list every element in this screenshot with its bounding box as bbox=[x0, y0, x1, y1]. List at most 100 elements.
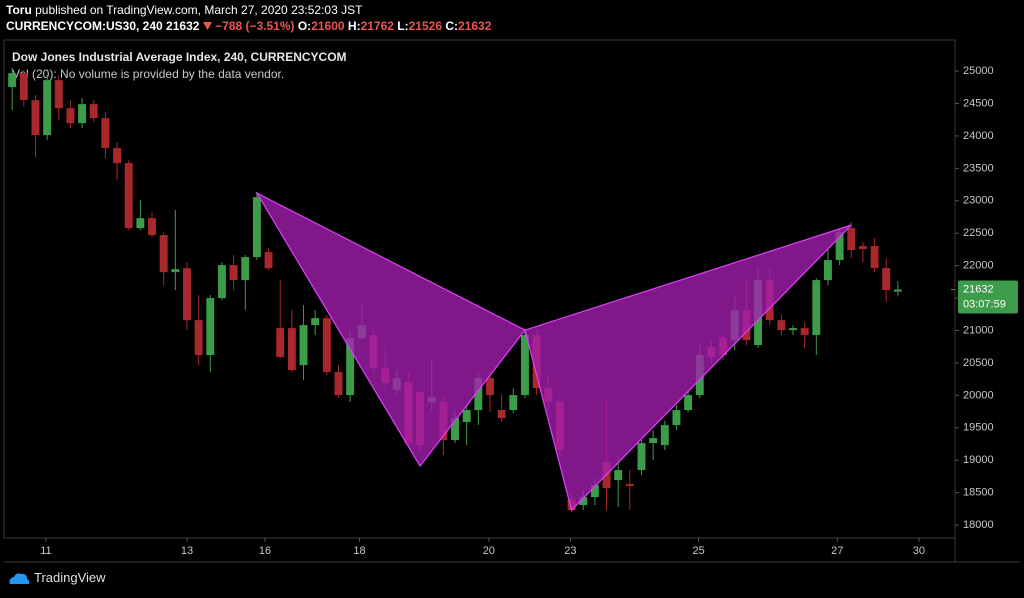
candle-body bbox=[287, 328, 296, 371]
close-label: C: bbox=[445, 19, 459, 33]
candle-body bbox=[159, 235, 168, 273]
published: published on TradingView.com, March 27, … bbox=[35, 3, 363, 17]
candle-body bbox=[520, 335, 529, 396]
bar-countdown: 03:07:59 bbox=[963, 298, 1006, 310]
x-tick-label: 18 bbox=[353, 545, 365, 557]
candle-body bbox=[19, 73, 28, 101]
y-tick-label: 19000 bbox=[963, 454, 994, 466]
high-label: H: bbox=[347, 19, 361, 33]
candle-body bbox=[590, 485, 599, 498]
candle-body bbox=[101, 118, 110, 149]
candle-body bbox=[509, 395, 518, 411]
y-tick-label: 19500 bbox=[963, 422, 994, 434]
candle-body bbox=[486, 378, 494, 396]
candle-body bbox=[812, 280, 821, 336]
harmonic-pattern bbox=[255, 191, 526, 468]
candle-body bbox=[43, 80, 52, 136]
candle-body bbox=[206, 298, 215, 356]
candle-body bbox=[148, 218, 156, 236]
candle-body bbox=[8, 73, 17, 88]
candle-body bbox=[847, 228, 856, 251]
symbol: CURRENCYCOM:US30, 240 bbox=[6, 19, 163, 33]
y-tick-label: 21000 bbox=[963, 324, 994, 336]
candle-body bbox=[660, 425, 669, 446]
header-line-1: Toru published on TradingView.com, March… bbox=[6, 2, 491, 18]
candle-body bbox=[194, 320, 203, 356]
candle-body bbox=[229, 265, 238, 281]
harmonic-pattern bbox=[524, 224, 852, 512]
candle-body bbox=[322, 318, 331, 373]
candle-body bbox=[241, 257, 250, 281]
candle-body bbox=[334, 372, 343, 396]
x-tick-label: 23 bbox=[564, 545, 576, 557]
y-tick-label: 22000 bbox=[963, 260, 994, 272]
candle-body bbox=[579, 497, 588, 506]
candle-body bbox=[625, 484, 634, 487]
candle-body bbox=[800, 328, 809, 336]
candle-body bbox=[124, 163, 133, 229]
close-value: 21632 bbox=[458, 19, 492, 33]
x-tick-label: 16 bbox=[259, 545, 271, 557]
candle-body bbox=[89, 104, 98, 119]
open-value: 21600 bbox=[311, 19, 345, 33]
candle-body bbox=[882, 268, 891, 291]
candle-body bbox=[858, 246, 867, 250]
candle-body bbox=[252, 197, 261, 258]
candle-body bbox=[264, 252, 273, 269]
last-price: 21632 bbox=[166, 19, 200, 33]
candle-body bbox=[217, 265, 226, 299]
candle-body bbox=[54, 80, 63, 109]
y-tick-label: 18000 bbox=[963, 519, 994, 531]
change: −788 (−3.51%) bbox=[215, 19, 295, 33]
candle-body bbox=[136, 218, 145, 229]
candle-body bbox=[299, 325, 308, 366]
chart-subtitle: Vol (20): No volume is provided by the d… bbox=[12, 67, 284, 81]
down-arrow bbox=[202, 22, 212, 30]
y-tick-label: 18500 bbox=[963, 487, 994, 499]
candle-body bbox=[789, 328, 797, 331]
low-label: L: bbox=[397, 19, 409, 33]
candle-body bbox=[637, 443, 646, 471]
x-tick-label: 20 bbox=[483, 545, 495, 557]
last-price-label: 21632 bbox=[963, 283, 994, 295]
header-line-2: CURRENCYCOM:US30, 240 21632 −788 (−3.51%… bbox=[6, 18, 491, 34]
candle-body bbox=[451, 418, 459, 441]
candle-body bbox=[835, 232, 844, 261]
y-tick-label: 22500 bbox=[963, 227, 994, 239]
y-tick-label: 20000 bbox=[963, 389, 994, 401]
candle-body bbox=[672, 410, 681, 426]
candle-body bbox=[614, 470, 623, 481]
candle-body bbox=[66, 108, 75, 124]
last-price-box bbox=[958, 280, 1018, 314]
candle-body bbox=[183, 268, 191, 321]
author: Toru bbox=[6, 3, 32, 17]
low-value: 21526 bbox=[408, 19, 442, 33]
candle-body bbox=[31, 100, 40, 136]
x-tick-label: 11 bbox=[40, 545, 51, 557]
candle-body bbox=[78, 104, 87, 124]
candle-body bbox=[171, 269, 180, 273]
x-tick-label: 13 bbox=[181, 545, 193, 557]
candle-body bbox=[893, 289, 902, 292]
x-tick-label: 30 bbox=[913, 545, 925, 557]
candle-body bbox=[462, 410, 471, 423]
footer: TradingView bbox=[8, 570, 106, 585]
candle-body bbox=[684, 395, 693, 411]
chart-title: Dow Jones Industrial Average Index, 240,… bbox=[12, 50, 347, 64]
y-tick-label: 20500 bbox=[963, 357, 994, 369]
candle-body bbox=[474, 378, 483, 411]
brand: TradingView bbox=[34, 570, 106, 585]
candle-body bbox=[824, 260, 832, 281]
plot-frame bbox=[3, 39, 956, 539]
y-tick-label: 23000 bbox=[963, 195, 994, 207]
y-tick-label: 23500 bbox=[963, 162, 994, 174]
brand-logo bbox=[9, 572, 30, 584]
candle-body bbox=[649, 438, 658, 444]
y-tick-label: 25000 bbox=[963, 65, 994, 77]
candle-body bbox=[497, 410, 506, 419]
candle-body bbox=[870, 246, 879, 269]
x-tick-label: 25 bbox=[692, 545, 704, 557]
x-tick-label: 27 bbox=[831, 545, 843, 557]
